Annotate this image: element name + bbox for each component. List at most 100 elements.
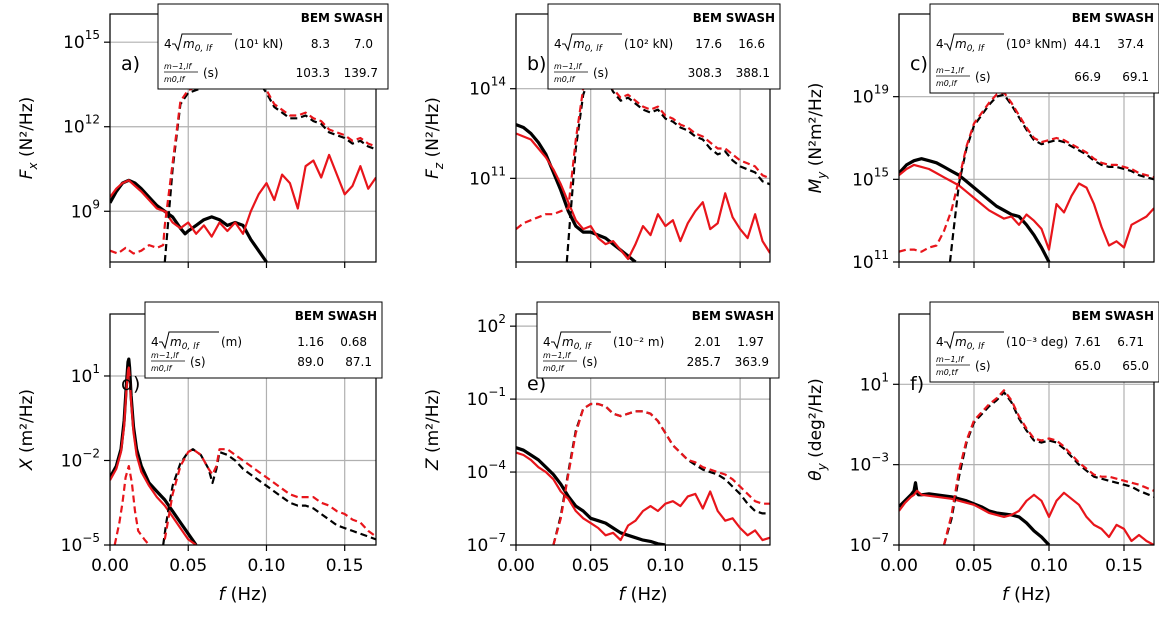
series-line-swash-solid: [110, 153, 376, 238]
row2-numerator: m−1,lf: [164, 62, 192, 71]
y-tick-label: 101: [860, 370, 889, 395]
row1-swash-value: 6.71: [1117, 335, 1144, 349]
series-line-bem-dashed: [565, 69, 770, 262]
series-line-bem-solid: [110, 178, 268, 262]
row2-desc: (s): [975, 359, 991, 373]
row1-bem-value: 7.61: [1074, 335, 1101, 349]
sqrt-icon: [159, 331, 219, 350]
row1-four: 4: [936, 335, 944, 349]
row1-moment: m0, lf: [170, 335, 201, 352]
x-axis-label: f (Hz): [1002, 584, 1051, 605]
row1-four: 4: [164, 37, 172, 51]
row2-swash-value: 139.7: [344, 66, 378, 80]
y-tick-label: 10−5: [61, 531, 100, 556]
y-axis-label: X (m²/Hz): [17, 389, 37, 471]
row2-swash-value: 363.9: [735, 355, 769, 369]
row1-moment: m0, lf: [955, 37, 986, 54]
y-tick-label: 1019: [852, 83, 889, 108]
row1-moment: m0, lf: [573, 37, 604, 54]
series-line-swash-solid: [899, 163, 1154, 251]
y-tick-label: 1015: [63, 28, 100, 53]
stats-table: BEM SWASH 4 m0, lf (10¹ kN) 8.3 7.0 m−1,lf m0,lf…: [157, 3, 389, 90]
row2-denominator: m0,tf: [936, 368, 959, 377]
row2-bem-value: 285.7: [687, 355, 721, 369]
sqrt-icon: [944, 331, 1004, 350]
series-line-bem-dashed: [948, 93, 1154, 262]
panel-c: 1011 1015 1019 My (N²m²/Hz) c) BEM SWASH 4 m0, l…: [806, 3, 1159, 273]
row2-numerator: m−1,lf: [151, 351, 179, 360]
y-tick-label: 10−7: [467, 531, 506, 556]
y-tick-label: 10−1: [467, 385, 506, 410]
stats-table: BEM SWASH 4 m0, lf (10⁻² m) 2.01 1.97 m−1,lf m0,…: [536, 301, 780, 379]
row1-desc: (10² kN): [624, 37, 673, 51]
stats-table: BEM SWASH 4 m0, lf (10² kN) 17.6 16.6 m−1,lf m0,…: [547, 3, 781, 90]
series-line-bem-dashed: [162, 448, 376, 545]
row1-moment: m0, lf: [183, 37, 214, 54]
row2-desc: (s): [190, 355, 206, 369]
series-line-swash-solid: [110, 366, 197, 545]
panel-label: a): [121, 53, 140, 75]
stats-table: BEM SWASH 4 m0, lf (10³ kNm) 44.1 37.4 m−1,lf m0…: [929, 3, 1159, 94]
header-bem: BEM: [693, 11, 722, 25]
row1-four: 4: [543, 335, 551, 349]
row2-desc: (s): [203, 66, 219, 80]
x-tick-label: 0.10: [646, 556, 684, 576]
header-bem: BEM: [692, 309, 721, 323]
y-tick-label: 109: [71, 197, 100, 222]
y-axis-label: Fz (N²/Hz): [423, 97, 446, 179]
series-line-bem-dashed: [163, 74, 376, 262]
row1-swash-value: 7.0: [354, 37, 373, 51]
row1-swash-value: 0.68: [340, 335, 367, 349]
series-line-swash-dashed: [113, 465, 150, 545]
y-tick-label: 1015: [852, 165, 889, 190]
row2-desc: (s): [975, 70, 991, 84]
stats-table-box: [144, 301, 383, 379]
y-axis-label: Z (m²/Hz): [423, 389, 443, 471]
header-bem: BEM: [1072, 11, 1101, 25]
row1-bem-value: 17.6: [695, 37, 722, 51]
y-tick-label: 10−7: [850, 531, 889, 556]
series-line-bem-solid: [899, 157, 1051, 262]
row1-desc: (10³ kNm): [1006, 37, 1067, 51]
row1-desc: (m): [221, 335, 242, 349]
series-group: [516, 69, 770, 262]
row2-swash-value: 69.1: [1122, 70, 1149, 84]
row1-four: 4: [554, 37, 562, 51]
row2-bem-value: 65.0: [1074, 359, 1101, 373]
x-tick-label: 0.15: [721, 556, 759, 576]
x-tick-label: 0.10: [248, 556, 286, 576]
row1-desc: (10⁻³ deg): [1006, 335, 1068, 349]
y-tick-label: 1014: [469, 75, 506, 100]
row1-moment: m0, lf: [562, 335, 593, 352]
header-bem: BEM: [301, 11, 330, 25]
row2-denominator: m0,lf: [164, 75, 186, 84]
x-tick-label: 0.10: [1030, 556, 1068, 576]
panel-b: 1011 1014 Fz (N²/Hz) b) BEM SWASH 4 m0, lf (10² …: [423, 3, 781, 268]
row2-denominator: m0,lf: [151, 364, 173, 373]
series-line-swash-dashed: [899, 91, 1154, 253]
y-tick-label: 1011: [852, 248, 889, 273]
row2-numerator: m−1,lf: [554, 62, 582, 71]
x-tick-label: 0.00: [880, 556, 918, 576]
row2-denominator: m0,lf: [543, 364, 565, 373]
header-swash: SWASH: [726, 11, 775, 25]
row2-numerator: m−1,lf: [936, 66, 964, 75]
series-group: [110, 74, 376, 262]
series-line-swash-dashed: [110, 74, 376, 255]
row1-bem-value: 1.16: [297, 335, 324, 349]
row2-desc: (s): [582, 355, 598, 369]
panel-label: b): [527, 53, 546, 75]
stats-table: BEM SWASH 4 m0, lf (m) 1.16 0.68 m−1,lf m0,lf (s)…: [144, 301, 383, 379]
row1-desc: (10¹ kN): [234, 37, 283, 51]
sqrt-icon: [172, 33, 232, 52]
row2-desc: (s): [593, 66, 609, 80]
row1-bem-value: 2.01: [694, 335, 721, 349]
x-axis-label: f (Hz): [618, 584, 667, 605]
stats-table-box: [536, 301, 780, 379]
stats-table-box: [157, 3, 389, 90]
header-swash: SWASH: [1105, 11, 1154, 25]
row1-swash-value: 37.4: [1117, 37, 1144, 51]
y-tick-label: 10−3: [850, 451, 889, 476]
row1-swash-value: 16.6: [738, 37, 765, 51]
x-axis-label: f (Hz): [218, 584, 267, 605]
